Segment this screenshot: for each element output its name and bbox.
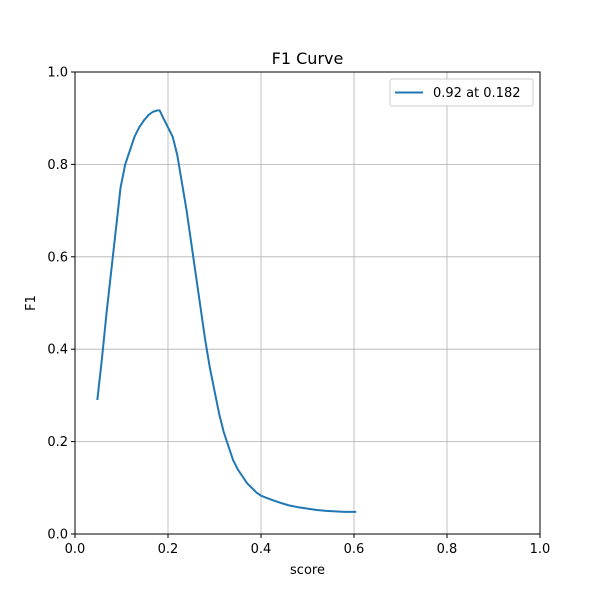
x-tick-label: 0.8 bbox=[437, 542, 458, 557]
legend-box bbox=[389, 78, 534, 107]
legend: 0.92 at 0.182 bbox=[389, 78, 534, 107]
plot-frame bbox=[74, 71, 541, 535]
legend-label: 0.92 at 0.182 bbox=[433, 86, 521, 101]
chart-title: F1 Curve bbox=[272, 49, 344, 68]
axis-ticks: 0.0 0.2 0.4 0.6 0.8 1.0 0.0 0.2 0.4 0.6 0.8 1.0 bbox=[47, 66, 550, 558]
series-layer bbox=[96, 109, 357, 513]
x-tick-label: 1.0 bbox=[530, 542, 551, 557]
x-tick-label: 0.0 bbox=[65, 542, 86, 557]
x-axis-label: score bbox=[290, 563, 325, 578]
f1-series-line bbox=[96, 109, 357, 513]
x-tick-label: 0.2 bbox=[158, 542, 179, 557]
y-tick-label: 0.4 bbox=[47, 343, 68, 358]
y-tick-label: 0.8 bbox=[47, 158, 68, 173]
y-tick-label: 1.0 bbox=[47, 66, 68, 81]
grid-lines bbox=[74, 71, 541, 535]
y-tick-label: 0.6 bbox=[47, 250, 68, 265]
x-tick-label: 0.6 bbox=[344, 542, 365, 557]
y-tick-label: 0.0 bbox=[47, 528, 68, 543]
y-tick-label: 0.2 bbox=[47, 435, 68, 450]
x-tick-label: 0.4 bbox=[251, 542, 272, 557]
y-axis-label: F1 bbox=[24, 295, 39, 311]
